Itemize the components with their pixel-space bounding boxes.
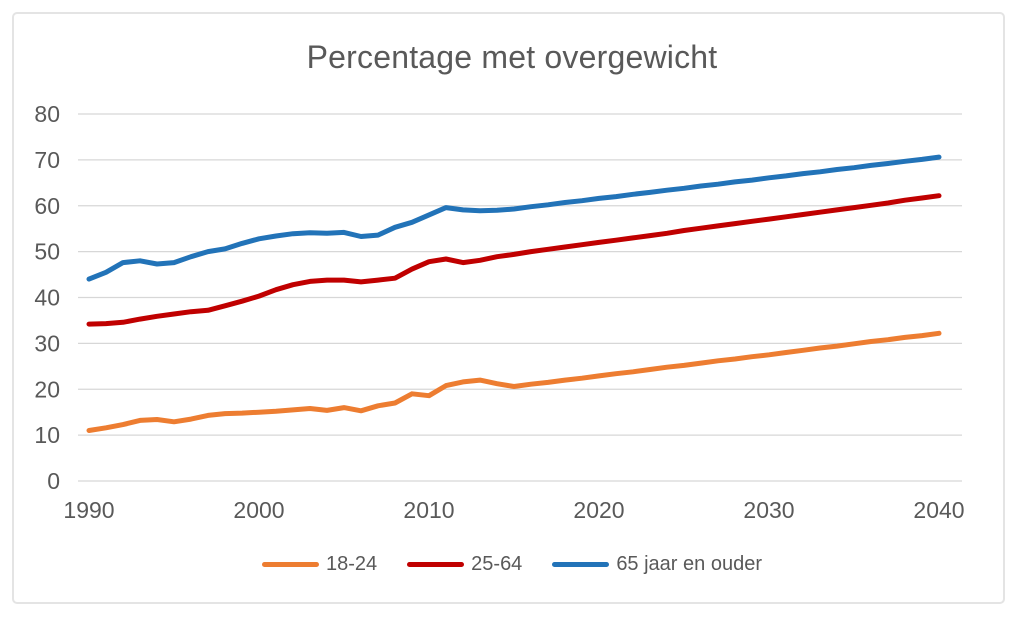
legend-item-18-24: 18-24 — [262, 553, 377, 576]
y-tick-label-70: 70 — [34, 147, 60, 173]
y-tick-label-0: 0 — [47, 468, 60, 494]
y-tick-label-10: 10 — [34, 422, 60, 448]
series-line-65-jaar-en-ouder — [86, 154, 942, 282]
legend-swatch-25-64 — [407, 562, 465, 567]
y-tick-label-40: 40 — [34, 285, 60, 311]
y-tick-label-30: 30 — [34, 330, 60, 356]
x-tick-label-2040: 2040 — [913, 497, 964, 523]
legend-swatch-18-24 — [262, 562, 319, 567]
y-tick-label-60: 60 — [34, 193, 60, 219]
x-tick-label-2010: 2010 — [403, 497, 454, 523]
legend-swatch-65-plus — [552, 562, 610, 567]
y-tick-label-50: 50 — [34, 239, 60, 265]
x-tick-label-2030: 2030 — [743, 497, 794, 523]
legend-item-25-64: 25-64 — [407, 553, 522, 576]
x-tick-label-2020: 2020 — [573, 497, 624, 523]
y-tick-label-80: 80 — [34, 101, 60, 127]
legend-label-25-64: 25-64 — [471, 553, 523, 575]
legend-label-18-24: 18-24 — [326, 553, 378, 575]
legend-label-65-plus: 65 jaar en ouder — [616, 553, 762, 575]
legend: 18-24 25-64 65 jaar en ouder — [0, 553, 1024, 576]
chart-title: Percentage met overgewicht — [306, 39, 718, 75]
y-tick-label-20: 20 — [34, 376, 60, 402]
x-tick-label-2000: 2000 — [233, 497, 284, 523]
legend-item-65-plus: 65 jaar en ouder — [552, 553, 762, 576]
series-line-18-24 — [86, 330, 942, 433]
x-tick-label-1990: 1990 — [63, 497, 114, 523]
series-line-25-64 — [86, 193, 942, 327]
